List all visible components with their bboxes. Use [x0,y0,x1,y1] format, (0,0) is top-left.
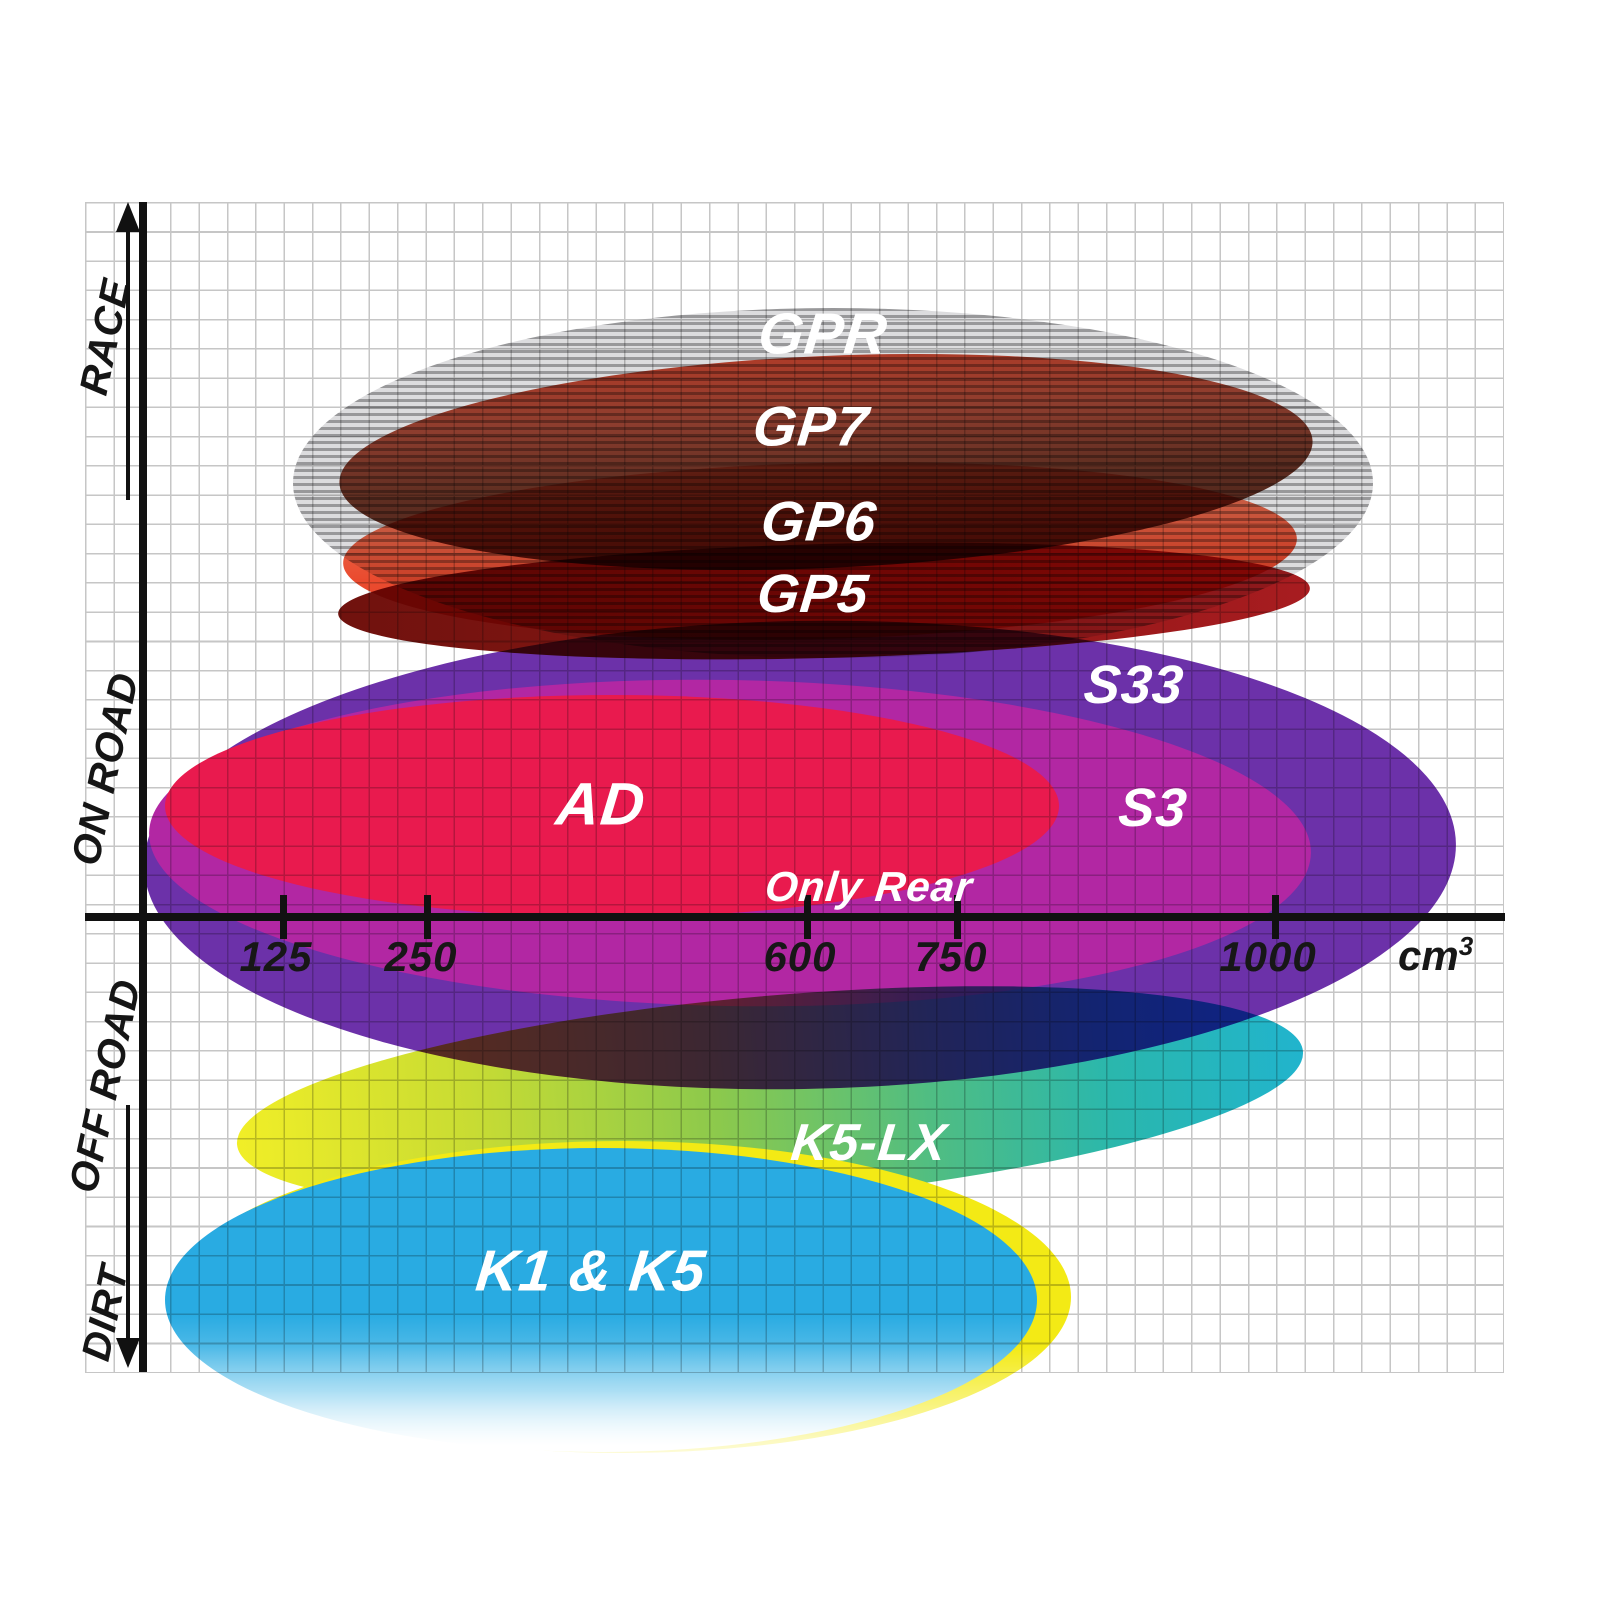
race-arrow-up-icon [116,202,140,232]
gp5-label: GP5 [754,564,872,624]
x-tick-125 [280,895,287,939]
x-axis-unit: cm3 [1398,931,1474,979]
s3-label: S3 [1115,778,1191,838]
x-tick-label-600: 600 [763,933,837,980]
x-tick-750 [954,895,961,939]
x-tick-250 [424,895,431,939]
x-tick-600 [804,895,811,939]
x-axis-line [85,913,1505,921]
k1k5-label: K1 & K5 [472,1238,710,1304]
x-tick-label-250: 250 [384,933,458,980]
y-axis-line [139,202,147,1372]
gpr-label: GPR [755,301,891,367]
x-tick-label-1000: 1000 [1219,933,1317,980]
x-tick-label-125: 125 [239,933,313,980]
dirt-arrow-line [126,1105,130,1340]
race-arrow-line [126,228,130,500]
x-tick-1000 [1272,895,1279,939]
s33-label: S33 [1081,655,1187,715]
x-tick-label-750: 750 [914,933,988,980]
gp7-label: GP7 [750,394,872,458]
k5lx-label: K5-LX [788,1114,950,1172]
gp6-label: GP6 [758,489,880,553]
only-rear-label: Only Rear [762,863,976,910]
dirt-ellipse-group [150,1130,1100,1490]
dirt-arrow-down-icon [116,1338,140,1368]
ad-label: AD [553,770,649,838]
